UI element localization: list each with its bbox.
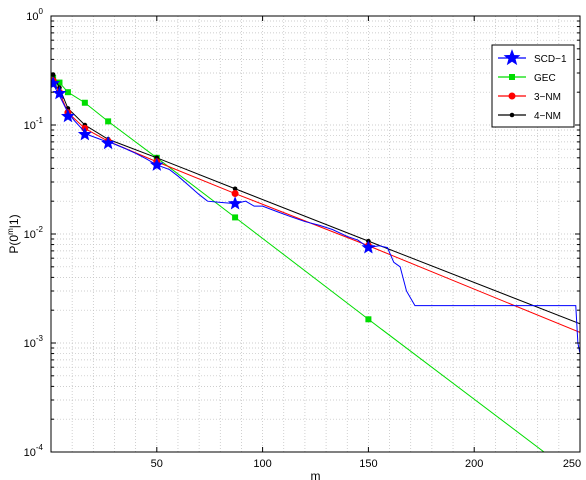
- star-marker: [503, 49, 521, 66]
- x-tick-label: 150: [359, 458, 377, 470]
- square-marker: [509, 74, 515, 80]
- legend-box: [491, 44, 575, 128]
- circle-marker: [231, 190, 239, 198]
- x-axis-label: m: [311, 469, 321, 480]
- square-marker: [232, 214, 239, 221]
- x-tick-label: 250: [563, 458, 581, 470]
- y-axis-label-suffix: |1): [7, 214, 21, 228]
- plot-series: [51, 72, 580, 452]
- legend-label: 4−NM: [534, 111, 561, 122]
- star-marker: [149, 157, 164, 171]
- y-tick-label: 10-4: [24, 443, 44, 459]
- series-0: [51, 76, 580, 354]
- legend-label: GEC: [534, 73, 556, 84]
- y-axis-label-superscript: m: [6, 228, 15, 235]
- dot-marker: [509, 112, 515, 118]
- star-marker: [101, 135, 116, 150]
- star-marker: [77, 127, 92, 141]
- y-tick-label: 10-3: [24, 334, 44, 350]
- axis-ticks: 50 100 150 200 250 100 10-1 10-2 10-3 10-4: [24, 7, 582, 470]
- legend: SCD−1 GEC 3−NM 4−NM: [491, 44, 575, 128]
- series-line: [52, 83, 580, 354]
- y-tick-label: 10-1: [24, 116, 44, 132]
- x-tick-label: 200: [465, 458, 483, 470]
- y-axis-label: P(0m|1): [6, 214, 21, 253]
- star-marker: [361, 240, 376, 254]
- star-marker: [52, 86, 67, 100]
- grid: [51, 16, 580, 452]
- square-marker: [64, 89, 71, 96]
- y-axis-label-prefix: P(0: [7, 235, 21, 254]
- square-marker: [56, 79, 63, 86]
- star-marker: [228, 196, 243, 210]
- square-marker: [365, 316, 372, 323]
- circle-marker: [508, 92, 516, 100]
- square-marker: [81, 99, 88, 106]
- y-tick-label: 10-2: [24, 225, 44, 241]
- x-tick-label: 100: [253, 458, 271, 470]
- legend-label: SCD−1: [534, 54, 567, 65]
- star-marker: [51, 76, 61, 90]
- y-tick-label: 100: [26, 7, 43, 23]
- x-tick-label: 50: [151, 458, 163, 470]
- dot-marker: [232, 186, 238, 192]
- legend-label: 3−NM: [534, 92, 561, 103]
- star-marker: [60, 109, 75, 123]
- square-marker: [105, 118, 112, 125]
